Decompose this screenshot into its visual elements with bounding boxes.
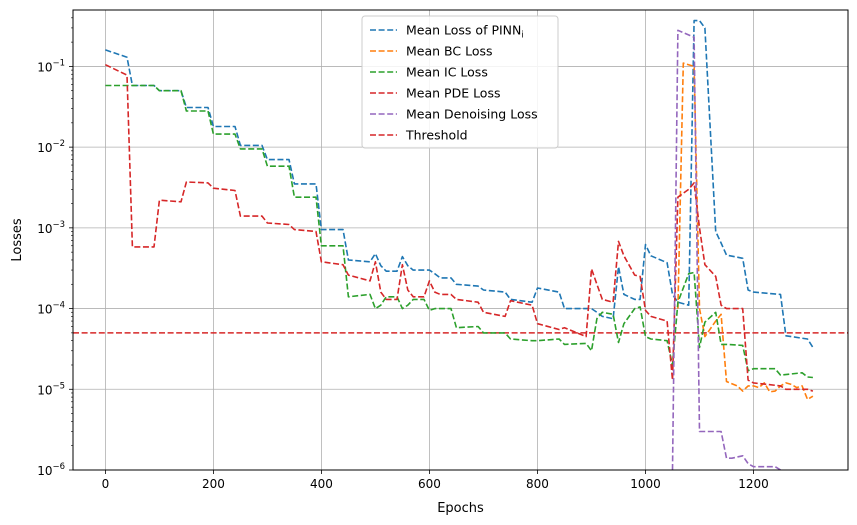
y-tick-label: 10−5 xyxy=(37,381,65,397)
x-axis-ticks: 0 200 400 600 800 1000 1200 xyxy=(102,470,769,491)
legend-label: Mean BC Loss xyxy=(406,44,493,59)
y-tick-label: 10−3 xyxy=(37,220,65,236)
x-tick-label: 1000 xyxy=(630,477,661,491)
legend-label: Mean Loss of PINNi xyxy=(406,23,524,41)
x-tick-label: 800 xyxy=(526,477,549,491)
plot-frame xyxy=(72,9,849,471)
series-layer xyxy=(105,19,814,470)
x-tick-label: 0 xyxy=(102,477,110,491)
y-tick-label: 10−2 xyxy=(37,139,65,155)
legend: Mean Loss of PINNi Mean BC Loss Mean IC Lo… xyxy=(361,15,559,149)
x-tick-label: 600 xyxy=(418,477,441,491)
series-mean-bc-loss xyxy=(677,62,814,401)
series-mean-denoising-loss xyxy=(671,29,781,470)
x-axis-label: Epochs xyxy=(437,501,484,516)
y-axis-ticks: 10−6 10−5 10−4 10−3 10−2 10−1 xyxy=(37,17,73,478)
legend-box xyxy=(361,15,559,149)
x-tick-label: 400 xyxy=(310,477,333,491)
legend-label: Mean IC Loss xyxy=(406,65,488,80)
x-tick-label: 200 xyxy=(202,477,225,491)
y-tick-label: 10−4 xyxy=(37,301,65,317)
x-tick-label: 1200 xyxy=(738,477,769,491)
legend-label: Threshold xyxy=(405,128,468,143)
legend-label: Mean PDE Loss xyxy=(406,86,500,101)
series-mean-ic-loss xyxy=(105,84,813,379)
y-axis-label: Losses xyxy=(10,218,25,262)
y-tick-label: 10−6 xyxy=(37,462,65,478)
legend-label: Mean Denoising Loss xyxy=(406,107,538,122)
y-tick-label: 10−1 xyxy=(37,58,65,74)
series-mean-pde-loss xyxy=(105,63,814,392)
series-mean-loss-pinn xyxy=(105,19,814,348)
